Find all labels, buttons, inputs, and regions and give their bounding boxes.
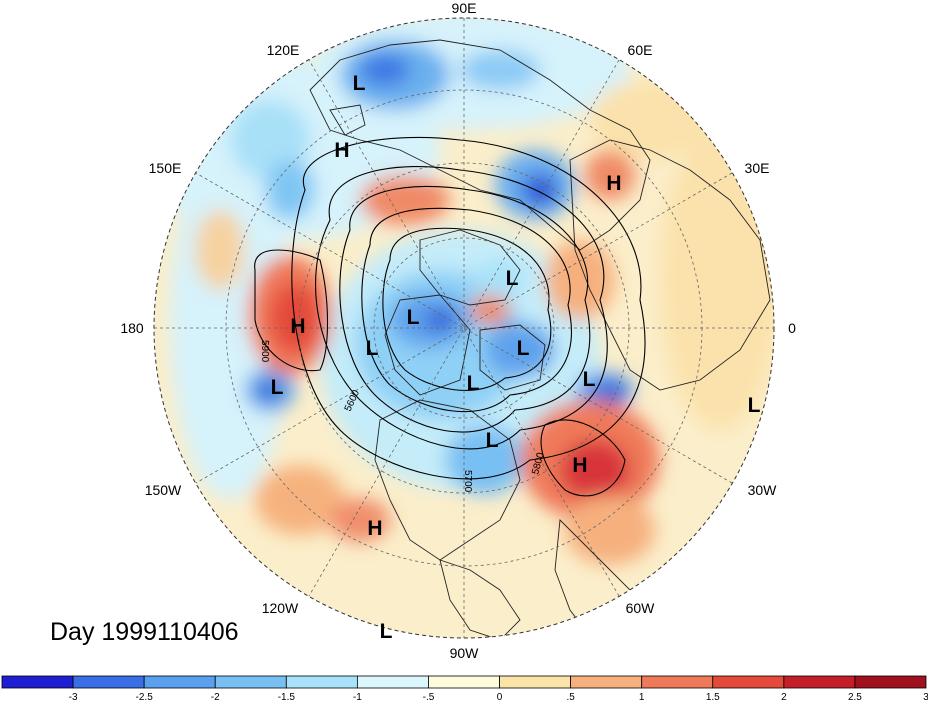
pressure-center-label: L [467,372,480,395]
lon-label: 180 [120,320,144,336]
pressure-center-label: L [353,72,366,95]
lon-label: 60E [628,42,653,58]
colorbar-tick-label: -1.5 [278,692,296,702]
contour-label: 5700 [462,470,473,493]
colorbar-box [570,675,643,689]
colorbar-tick-label: -.5 [423,692,435,702]
lon-label: 150E [149,160,182,176]
pressure-center-label: L [506,267,519,290]
pressure-center-label: L [407,306,420,329]
colorbar-tick-label: 1.5 [706,692,720,702]
pressure-center-label: L [380,620,393,643]
colorbar-tick-label: 2 [781,692,787,702]
lon-label: 30E [745,160,770,176]
colorbar-box [499,675,572,689]
lon-label: 30W [748,482,778,498]
polar-map: 90E 60E 30E 0 30W 60W 90W 120W 150W 180 … [120,0,796,661]
colorbar-box [428,675,500,689]
coastlines [309,39,771,638]
colorbar-box [783,675,856,689]
colorbar-box [641,675,714,689]
pressure-centers: L H H H L L L L L L L L H H L H L [271,72,761,643]
pressure-center-label: L [517,337,530,360]
lon-label: 90E [452,0,477,16]
lon-label: 60W [626,600,656,616]
colorbar-tick-label: 1 [639,692,645,702]
longitude-labels: 90E 60E 30E 0 30W 60W 90W 120W 150W 180 … [120,0,796,661]
colorbar: -3 -2.5 -2 -1.5 -1 -.5 0 .5 1 1.5 2 2.5 3 [1,675,928,702]
colorbar-box [143,675,216,689]
height-contours [254,136,646,497]
contour-label: 5900 [259,340,270,363]
pressure-center-label: L [486,429,499,452]
pressure-center-label: L [748,394,761,417]
lon-label: 0 [788,320,796,336]
colorbar-tick-label: 3 [923,692,928,702]
map-boundary [153,17,775,639]
lon-label: 150W [145,482,182,498]
colorbar-box [214,675,287,689]
pressure-center-label: H [572,454,587,477]
anomaly-field [154,18,774,638]
pressure-center-label: L [271,376,284,399]
lon-label: 90W [450,645,480,661]
colorbar-tick-label: -1 [353,692,362,702]
map-title: Day 1999110406 [50,618,239,646]
colorbar-tick-label: -2.5 [136,692,154,702]
pressure-center-label: L [366,337,379,360]
colorbar-tick-label: -3 [69,692,78,702]
colorbar-box [854,675,927,689]
pressure-center-label: H [290,315,305,338]
pressure-center-label: H [606,172,621,195]
colorbar-tick-label: .5 [566,692,575,702]
colorbar-tick-label: 0 [497,692,503,702]
colorbar-tick-label: 2.5 [848,692,862,702]
colorbar-box [1,675,74,689]
pressure-center-label: H [367,517,382,540]
graticule [154,18,774,638]
colorbar-box [72,675,145,689]
colorbar-box [712,675,785,689]
colorbar-box [356,675,429,689]
colorbar-tick-label: -2 [211,692,220,702]
pressure-center-label: H [334,139,349,162]
lon-label: 120W [262,600,299,616]
pressure-center-label: L [583,368,596,391]
lon-label: 120E [267,42,300,58]
colorbar-box [285,675,358,689]
